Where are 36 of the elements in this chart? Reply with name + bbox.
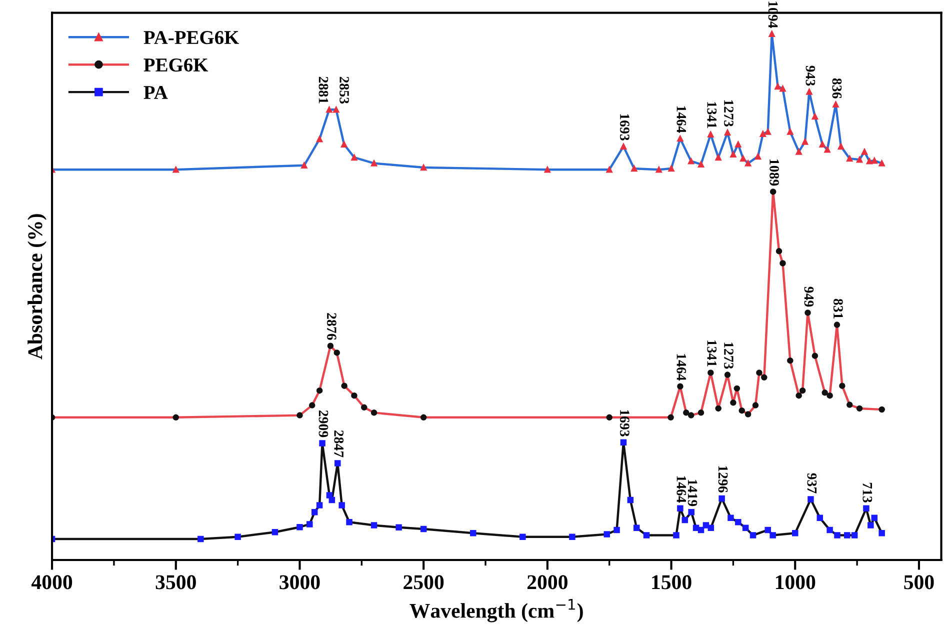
x-tick-label: 500 — [904, 575, 934, 590]
annotation: 1464 — [676, 354, 686, 381]
legend-label: PA-PEG6K — [144, 31, 240, 44]
annotation: 1464 — [676, 106, 686, 133]
x-tick-label: 3000 — [280, 575, 320, 590]
annotation: 1464 — [676, 476, 686, 503]
annotation: 1296 — [718, 466, 728, 492]
annotation: 2881 — [318, 76, 328, 104]
annotation: 836 — [832, 78, 842, 98]
annotation: 1693 — [620, 114, 630, 140]
annotation: 713 — [862, 482, 872, 502]
annotation: 2853 — [340, 76, 349, 104]
legend-label: PA — [144, 86, 168, 99]
annotation: 1273 — [724, 100, 734, 126]
x-tick-label: 1000 — [776, 575, 816, 590]
x-tick-label: 3500 — [156, 575, 196, 590]
annotation: 1273 — [724, 342, 734, 369]
annotation: 943 — [806, 66, 816, 86]
annotation: 2876 — [326, 313, 336, 340]
annotation: 1341 — [707, 340, 717, 366]
annotation: 937 — [807, 473, 817, 494]
x-tick-label: 2000 — [527, 575, 568, 590]
annotation: 2909 — [318, 410, 328, 438]
annotation: 1693 — [620, 410, 630, 436]
x-axis-title: Wavelength (cm$^{−1}$) — [410, 599, 583, 622]
annotation: 949 — [804, 286, 814, 307]
y-axis-title: Absorbance (%) — [28, 214, 46, 360]
annotation: 831 — [834, 298, 843, 319]
x-tick-label: 4000 — [31, 575, 72, 590]
annotation: 1089 — [770, 159, 779, 186]
legend-label: PEG6K — [144, 58, 208, 72]
annotation: 1419 — [688, 480, 698, 506]
annotation: 2847 — [334, 430, 344, 458]
x-tick-label: 1500 — [652, 575, 692, 590]
x-tick-label: 2500 — [404, 575, 444, 590]
annotation: 1341 — [707, 102, 717, 128]
